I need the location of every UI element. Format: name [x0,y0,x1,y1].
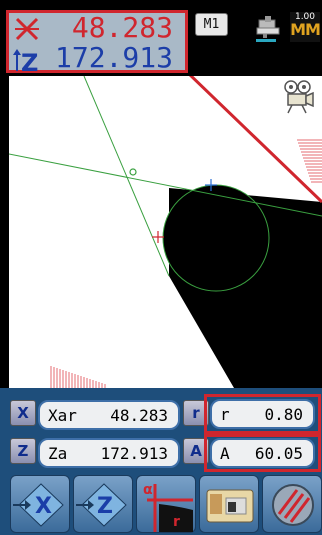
xar-field[interactable]: Xar 48.283 [38,400,180,430]
z-axis-icon: Z [13,49,38,73]
radius-angle-button-alpha: α [143,482,153,498]
za-field[interactable]: Za 172.913 [38,438,180,468]
corner-circle [162,184,270,292]
z-axis-button-label: Z [97,494,113,519]
settings-button[interactable] [262,475,322,533]
intersection-point [129,168,137,176]
radius-angle-button-r: r [173,514,180,530]
r-field[interactable]: r 0.80 [210,399,315,429]
hatch-right [297,139,322,183]
unit-badge[interactable]: 1.00 MM [290,12,321,42]
r-value: 0.80 [264,405,303,424]
top-bar: 48.283 Z 172.913 M1 1.00 MM [0,0,322,76]
unit-label: MM [290,20,321,39]
z-position-value: 172.913 [54,41,173,74]
x-position-value: 48.283 [71,11,173,44]
unit-value: 1.00 [294,12,316,22]
za-value: 172.913 [100,444,168,463]
x-axis-button[interactable]: X [10,475,70,533]
tool-icon[interactable] [255,14,283,42]
profile-drawing [9,76,322,388]
hatch-bottom [50,366,106,388]
a-field[interactable]: A 60.05 [210,438,315,468]
za-label: Za [48,444,68,463]
tool-indicator [256,39,276,42]
a-highlight [204,434,321,472]
xar-value: 48.283 [110,406,168,425]
x-axis-icon [15,17,39,41]
camera-icon[interactable] [280,78,316,114]
z-axis-button[interactable]: Z [73,475,133,533]
profile-canvas[interactable] [9,76,322,388]
zoom-guide-line [188,76,322,204]
svg-text:Z: Z [21,49,38,73]
xar-label: Xar [48,406,77,425]
z-axis-button-arrow [81,483,127,527]
radius-angle-button-corner [159,504,193,532]
x-param-icon: X [10,400,36,426]
position-readout: 48.283 Z 172.913 [6,10,188,74]
z-param-icon: Z [10,438,36,464]
x-axis-button-arrow [18,483,64,527]
mode-button[interactable]: M1 [195,13,228,36]
r-label: r [220,405,230,424]
a-label: A [220,444,230,463]
r-highlight [204,394,321,434]
a-value: 60.05 [254,444,303,463]
radius-angle-button[interactable]: α r [136,475,196,533]
part-view-button[interactable] [199,475,259,533]
construction-line-2 [9,153,322,217]
x-axis-button-label: X [35,494,52,519]
construction-line-1 [83,76,170,277]
